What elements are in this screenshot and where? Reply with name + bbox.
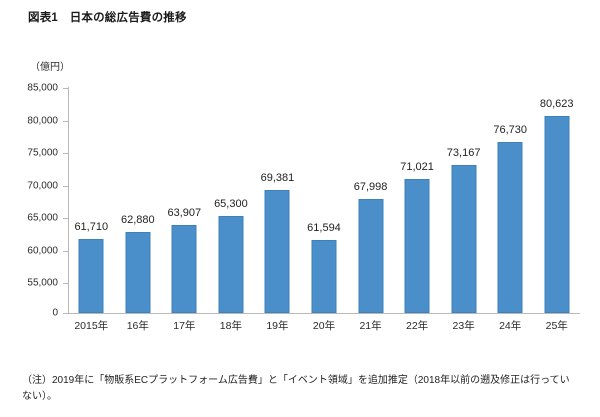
x-axis-tick-label: 22年 bbox=[405, 320, 429, 332]
x-axis-tick-label: 23年 bbox=[452, 320, 475, 332]
y-axis-tick-mark bbox=[63, 88, 68, 89]
bar-value-label: 62,880 bbox=[120, 213, 155, 226]
bar-item: 61,710 bbox=[68, 0, 115, 313]
bar-value-label: 61,594 bbox=[307, 222, 341, 235]
x-axis-line bbox=[68, 313, 580, 314]
y-axis-tick-label: 70,000 bbox=[27, 180, 58, 191]
bar-value-label: 71,021 bbox=[400, 160, 434, 173]
bar-chart: （億円） 85,000 80,000 75,000 70,000 65,000 60,00… bbox=[27, 0, 580, 332]
y-axis-tick-mark bbox=[63, 313, 68, 314]
page-title: 図表1 日本の総広告費の推移 bbox=[28, 12, 187, 24]
y-axis-tick-mark bbox=[63, 185, 68, 187]
bar-item: 80,623 bbox=[533, 0, 580, 313]
x-axis-tick-label: 19年 bbox=[266, 320, 289, 332]
y-axis-tick-mark bbox=[63, 120, 68, 122]
y-axis-tick-label: 0 bbox=[52, 307, 58, 319]
bar-item: 73,167 bbox=[440, 0, 487, 313]
bar bbox=[404, 178, 430, 313]
bar-item: 67,998 bbox=[347, 0, 394, 313]
y-axis-tick-mark bbox=[63, 218, 68, 219]
x-axis-tick-label: 20年 bbox=[312, 320, 336, 332]
bar bbox=[125, 231, 151, 313]
y-axis-unit-label: （億円） bbox=[30, 62, 70, 73]
bar bbox=[171, 225, 197, 313]
bar-value-label: 61,710 bbox=[74, 221, 109, 234]
bar-item: 69,381 bbox=[254, 0, 301, 313]
bar bbox=[544, 116, 570, 313]
x-axis-tick-label: 17年 bbox=[173, 320, 196, 332]
bar bbox=[358, 198, 384, 313]
bar bbox=[264, 189, 290, 313]
bar-item: 65,300 bbox=[208, 0, 255, 313]
bar-item: 61,594 bbox=[301, 0, 348, 313]
y-axis-tick-label: 75,000 bbox=[27, 147, 58, 159]
x-axis-tick-label: 24年 bbox=[499, 320, 522, 332]
y-axis-tick-mark bbox=[63, 153, 68, 154]
bar bbox=[311, 240, 337, 313]
bar-item: 76,730 bbox=[487, 0, 534, 313]
y-axis-tick-label: 85,000 bbox=[27, 82, 58, 94]
bar-item: 71,021 bbox=[394, 0, 441, 313]
y-axis-tick-mark bbox=[63, 250, 68, 252]
y-axis-tick-label: 65,000 bbox=[27, 212, 58, 224]
x-axis-tick-label: 21年 bbox=[359, 320, 382, 332]
x-axis-tick-label: 2015年 bbox=[74, 320, 109, 332]
y-axis-tick-label: 55,000 bbox=[27, 277, 58, 289]
chart-footnote: （注）2019年に「物販系ECプラットフォーム広告費」と「イベント領域」を追加推… bbox=[22, 375, 570, 402]
y-axis-tick-mark bbox=[63, 283, 68, 284]
bar-item: 62,880 bbox=[115, 0, 162, 313]
x-axis-tick-label: 25年 bbox=[545, 320, 568, 332]
bar-value-label: 63,907 bbox=[167, 207, 202, 220]
bar bbox=[451, 164, 477, 313]
bar bbox=[218, 216, 244, 313]
bar bbox=[497, 141, 523, 313]
bar-value-label: 65,300 bbox=[214, 198, 248, 211]
y-axis-tick-label: 80,000 bbox=[27, 115, 58, 126]
y-axis-line bbox=[68, 87, 69, 314]
bar-item: 63,907 bbox=[161, 0, 208, 313]
bar-value-label: 73,167 bbox=[446, 146, 481, 159]
bar-value-label: 69,381 bbox=[260, 171, 295, 184]
y-axis-tick-label: 60,000 bbox=[27, 245, 58, 256]
bar-value-label: 80,623 bbox=[539, 98, 574, 111]
x-axis-tick-label: 16年 bbox=[126, 320, 149, 332]
bar bbox=[78, 239, 104, 313]
bar-value-label: 76,730 bbox=[493, 123, 527, 136]
bar-value-label: 67,998 bbox=[353, 180, 388, 193]
x-axis-tick-label: 18年 bbox=[219, 320, 242, 332]
